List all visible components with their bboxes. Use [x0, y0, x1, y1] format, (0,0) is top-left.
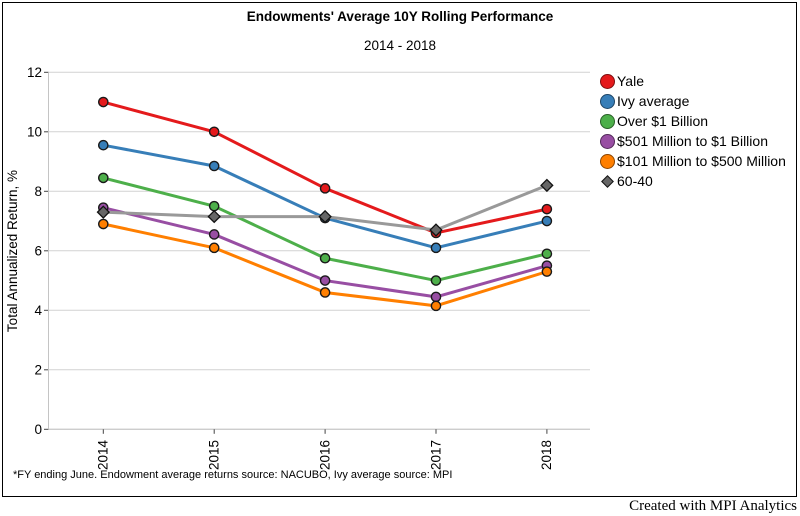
series-line-ivy-average: [101, 143, 549, 250]
y-tick-label: 0: [34, 422, 42, 437]
data-point-60-40: [96, 205, 111, 219]
data-point-60-40: [540, 178, 554, 193]
data-point-60-40: [207, 209, 221, 224]
y-tick-label: 12: [27, 65, 42, 80]
data-point-501-million-to-1-billion: [208, 229, 220, 240]
legend-label-over-1-billion: Over $1 Billion: [617, 113, 709, 129]
legend-item-101-million-to-500-million: $101 Million to $500 Million: [600, 151, 786, 171]
x-tick-label: 2018: [539, 440, 554, 470]
legend-label-60-40: 60-40: [617, 173, 653, 189]
data-point-101-million-to-500-million: [319, 287, 331, 298]
legend-item-over-1-billion: Over $1 Billion: [600, 111, 786, 131]
y-tick-label: 10: [27, 124, 42, 139]
data-point-501-million-to-1-billion: [319, 275, 331, 286]
y-axis-title: Total Annualized Return, %: [5, 169, 20, 333]
data-point-yale: [98, 96, 109, 108]
x-tick-label: 2016: [317, 440, 332, 470]
data-point-101-million-to-500-million: [541, 266, 553, 277]
footnote: *FY ending June. Endowment average retur…: [13, 469, 453, 481]
data-point-ivy-average: [541, 215, 553, 227]
legend: Yale Ivy average Over $1 Billion $501 Milli…: [600, 71, 786, 191]
legend-item-501-million-to-1-billion: $501 Million to $1 Billion: [600, 131, 786, 151]
data-point-over-1-billion: [319, 252, 331, 264]
chart-subtitle: 2014 - 2018: [363, 38, 437, 53]
legend-label-101-million-to-500-million: $101 Million to $500 Million: [617, 153, 786, 169]
data-point-ivy-average: [430, 242, 442, 254]
chart-border: [2, 2, 797, 497]
data-point-over-1-billion: [98, 172, 109, 184]
data-point-over-1-billion: [430, 275, 442, 286]
data-point-ivy-average: [98, 139, 109, 151]
y-tick-label: 4: [34, 303, 42, 318]
data-point-yale: [208, 126, 220, 138]
legend-marker-501-million-to-1-billion-icon: [600, 133, 615, 149]
legend-item-ivy-average: Ivy average: [600, 91, 786, 111]
data-point-yale: [541, 203, 553, 215]
legend-label-501-million-to-1-billion: $501 Million to $1 Billion: [617, 133, 768, 149]
y-tick-label: 6: [34, 243, 42, 258]
legend-marker-ivy-average-icon: [600, 93, 615, 109]
legend-marker-101-million-to-500-million-icon: [600, 153, 615, 169]
legend-item-60-40: 60-40: [600, 171, 786, 191]
x-tick-label: 2017: [428, 440, 443, 470]
x-tick-label: 2014: [96, 439, 111, 470]
legend-label-ivy-average: Ivy average: [617, 93, 690, 109]
data-point-501-million-to-1-billion: [430, 291, 442, 303]
legend-item-yale: Yale: [600, 71, 786, 91]
data-point-over-1-billion: [541, 248, 553, 260]
legend-marker-yale-icon: [600, 73, 615, 89]
legend-marker-60-40-icon: [601, 174, 614, 188]
chart-title: Endowments' Average 10Y Rolling Performa…: [246, 9, 554, 24]
y-tick-label: 8: [34, 184, 42, 199]
legend-marker-over-1-billion-icon: [600, 113, 615, 129]
data-point-over-1-billion: [208, 200, 220, 212]
credit-text: Created with MPI Analytics: [629, 498, 797, 514]
x-tick-label: 2015: [207, 440, 222, 470]
data-point-60-40: [318, 209, 332, 224]
data-point-ivy-average: [208, 160, 220, 172]
legend-label-yale: Yale: [617, 73, 644, 89]
data-point-60-40: [429, 223, 443, 237]
data-point-yale: [319, 183, 331, 194]
y-tick-label: 2: [34, 362, 42, 377]
data-point-101-million-to-500-million: [208, 242, 220, 254]
data-point-101-million-to-500-million: [430, 300, 442, 312]
data-point-101-million-to-500-million: [98, 218, 109, 230]
